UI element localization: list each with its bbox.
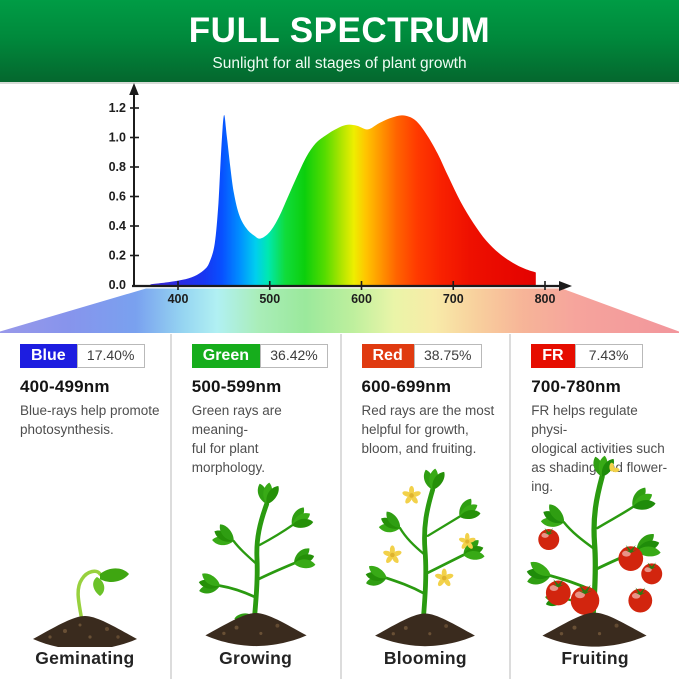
light-beam-trapezoid: [0, 288, 679, 333]
y-tick-label: 0.6: [109, 190, 126, 204]
stage-label-germinating: Geminating: [35, 648, 135, 668]
band-pill: Blue 17.40%: [20, 344, 145, 368]
band-card-fr: FR 7.43% 700-780nm FR helps regulate phy…: [509, 334, 679, 679]
x-axis: [132, 281, 572, 291]
x-tick-label: 600: [351, 292, 372, 306]
spectrum-curve: [150, 114, 536, 286]
y-tick-label: 0.2: [109, 249, 126, 263]
y-tick-label: 1.0: [109, 131, 126, 145]
x-tick-label: 400: [168, 292, 189, 306]
band-percent: 7.43%: [574, 344, 643, 368]
x-tick-label: 800: [535, 292, 556, 306]
band-card-green: Green 36.42% 500-599nm Green rays are me…: [169, 334, 340, 679]
banner: FULL SPECTRUM Sunlight for all stages of…: [0, 0, 679, 84]
band-description: Red rays are the most helpful for growth…: [361, 403, 495, 456]
band-tag: FR: [531, 344, 575, 368]
blooming-plant-illustration: [365, 467, 486, 647]
x-tick-label: 500: [259, 292, 280, 306]
band-description: Green rays are meaning- ful for plant mo…: [191, 403, 282, 475]
fruiting-plant-illustration: [525, 454, 663, 647]
band-description: Blue-rays help promote photosynthesis.: [20, 403, 160, 437]
band-range: 700-780nm: [531, 377, 621, 396]
band-pill: FR 7.43%: [531, 344, 643, 368]
band-pill: Green 36.42%: [191, 344, 328, 368]
band-card-blue: Blue 17.40% 400-499nm Blue-rays help pro…: [0, 334, 170, 679]
y-tick-label: 1.2: [109, 101, 126, 115]
spectrum-chart: 1.2 1.0 0.8 0.6 0.4 0.2 0.0 400 500 600 …: [0, 83, 679, 333]
y-tick-label: 0.8: [109, 160, 126, 174]
band-range: 500-599nm: [191, 377, 282, 396]
growing-plant-illustration: [197, 481, 316, 647]
stage-label-blooming: Blooming: [383, 648, 467, 668]
band-percent: 17.40%: [76, 344, 145, 368]
band-percent: 36.42%: [260, 344, 328, 368]
germinating-plant-illustration: [32, 568, 137, 647]
banner-title: FULL SPECTRUM: [188, 11, 491, 50]
band-card-red: Red 38.75% 600-699nm Red rays are the mo…: [339, 334, 510, 679]
band-tag: Green: [191, 344, 260, 368]
band-range: 400-499nm: [20, 377, 110, 396]
y-tick-label: 0.4: [109, 219, 126, 233]
x-tick-label: 700: [443, 292, 464, 306]
stage-label-fruiting: Fruiting: [561, 648, 629, 668]
y-tick-label: 0.0: [109, 278, 126, 292]
band-pill: Red 38.75%: [361, 344, 482, 368]
stage-label-growing: Growing: [219, 648, 293, 668]
wavelength-band-cards: Blue 17.40% 400-499nm Blue-rays help pro…: [0, 334, 679, 679]
band-tag: Red: [361, 344, 414, 368]
band-percent: 38.75%: [413, 344, 482, 368]
band-tag: Blue: [20, 344, 77, 368]
band-range: 600-699nm: [361, 377, 452, 396]
banner-subtitle: Sunlight for all stages of plant growth: [212, 55, 467, 72]
y-axis: [129, 83, 139, 287]
band-description: FR helps regulate physi- ological activi…: [531, 403, 668, 494]
